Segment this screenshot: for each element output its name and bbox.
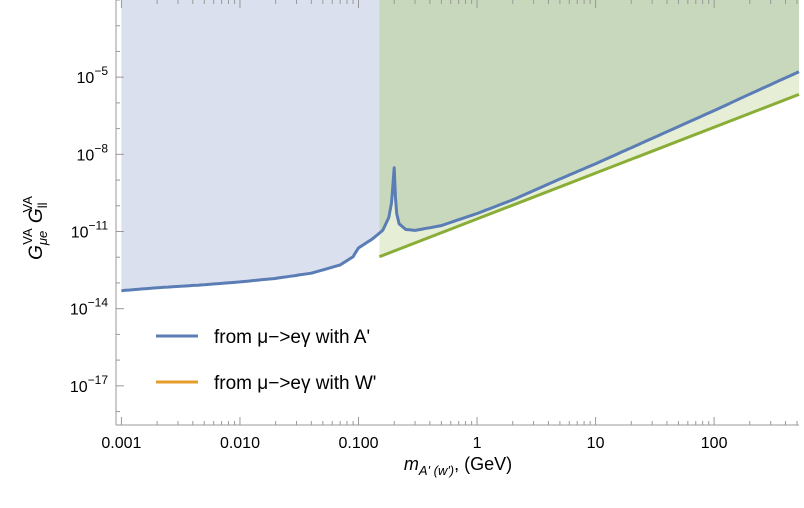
legend-label-aprime: from μ−>eγ with A': [214, 327, 370, 348]
excluded-region-low-mass: [121, 0, 383, 291]
legend: from μ−>eγ with A' from μ−>eγ with W': [156, 327, 376, 394]
shaded-regions: [121, 0, 799, 291]
y-tick-label: 10−11: [71, 218, 109, 241]
x-tick-label: 0.100: [338, 435, 378, 452]
bound-line: [378, 93, 800, 259]
x-axis-title: mA' (w'), (GeV): [404, 454, 512, 478]
y-tick-label: 10−8: [77, 141, 109, 164]
x-tick-label: 10: [587, 435, 605, 452]
x-tick-label: 0.001: [101, 435, 141, 452]
axis-titles: mA' (w'), (GeV) GμeVA GllVA: [20, 196, 512, 478]
y-tick-label: 10−14: [70, 296, 108, 319]
y-tick-label: 10−17: [70, 373, 108, 396]
y-axis-title: GμeVA GllVA: [20, 196, 50, 260]
legend-label-wprime: from μ−>eγ with W': [214, 373, 376, 394]
series-aprime-line: [121, 70, 800, 293]
excluded-region-high-mass: [379, 0, 799, 234]
curves: [121, 70, 800, 293]
x-tick-label: 1: [473, 435, 482, 452]
x-tick-label: 100: [701, 435, 728, 452]
x-tick-label: 0.010: [220, 435, 260, 452]
allowed-band-region: [379, 71, 799, 257]
axes: 0.001 0.010 0.100 1 10 100 10−5 10−8 10−11 10−14 1…: [70, 0, 799, 452]
y-tick-label: 10−5: [77, 64, 109, 87]
